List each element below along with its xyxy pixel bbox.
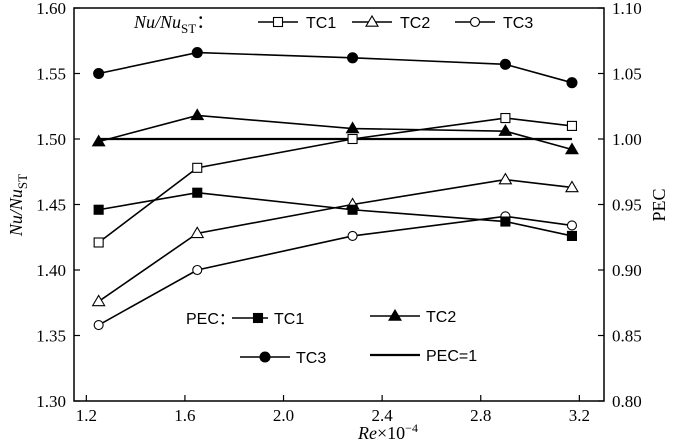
- legend-nu-marker: [469, 16, 481, 28]
- left-axis-label-main: Nu/Nu: [6, 189, 26, 237]
- legend-pec-label: TC2: [426, 309, 456, 326]
- x-tick-label: 2.4: [372, 406, 394, 425]
- nu-tc3-point: [192, 264, 203, 276]
- legend-pec-marker: [252, 312, 264, 324]
- left-tick-label: 1.30: [36, 392, 66, 411]
- right-tick-label: 1.10: [612, 0, 642, 18]
- nu-tc1-point: [192, 162, 203, 173]
- x-tick-label: 2.8: [470, 406, 491, 425]
- nu-tc1-point: [347, 133, 358, 145]
- pec-tc1-point: [500, 216, 511, 227]
- pec-tc3-point: [347, 52, 359, 64]
- pec-tc1-point: [93, 204, 104, 215]
- plot-frame: [73, 7, 605, 402]
- legend-pec-label: TC1: [274, 311, 304, 328]
- left-tick-label: 1.55: [36, 65, 66, 84]
- right-tick-label: 1.05: [612, 65, 642, 84]
- pec-tc1-point: [347, 204, 358, 215]
- pec-tc3-point: [566, 77, 578, 89]
- nu-tc1-point: [566, 120, 578, 131]
- legend-pec-title: PEC：: [186, 311, 235, 328]
- series-group: [91, 46, 579, 331]
- legend-nu-title-sub: ST: [181, 21, 196, 36]
- right-tick-label: 0.95: [612, 196, 642, 215]
- pec-tc2-point: [91, 134, 106, 147]
- left-axis-label-sub: ST: [15, 174, 30, 189]
- left-tick-label: 1.45: [36, 196, 66, 215]
- x-axis-label: Re×10−4: [357, 421, 418, 443]
- right-tick-label: 1.00: [612, 130, 642, 149]
- x-axis-label-rest: ×10: [377, 423, 405, 443]
- left-axis-label: Nu/NuST: [6, 174, 30, 237]
- right-tick-label: 0.80: [612, 392, 642, 411]
- x-axis: 1.2 1.6 2.0 2.4 2.8 3.2: [76, 395, 590, 425]
- nu-tc3-point: [566, 220, 578, 231]
- pec-tc1-point: [566, 230, 578, 241]
- left-tick-label: 1.35: [36, 327, 66, 346]
- legend-nu-title-main: Nu/Nu: [133, 12, 181, 32]
- pec-tc3-point: [499, 58, 511, 70]
- pec-tc2-point: [498, 124, 513, 136]
- right-axis-label: PEC: [649, 188, 669, 221]
- left-axis: 1.30 1.35 1.40 1.45 1.50 1.55 1.60: [36, 0, 80, 411]
- nu-tc2-point: [91, 294, 106, 307]
- left-tick-label: 1.40: [36, 261, 66, 280]
- right-axis: 0.80 0.85 0.90 0.95 1.00 1.05 1.10: [598, 0, 642, 411]
- legend-pec-marker: [259, 351, 271, 363]
- nu-tc2-point: [190, 226, 205, 239]
- legend-nu-marker: [365, 14, 379, 27]
- left-tick-label: 1.60: [36, 0, 66, 18]
- legend-nu-label: TC3: [503, 15, 533, 32]
- legend-nu-label: TC2: [400, 15, 430, 32]
- x-tick-label: 2.0: [273, 406, 294, 425]
- legend-nu-label: TC1: [306, 15, 336, 32]
- pec-tc2-point: [190, 108, 205, 121]
- x-tick-label: 3.2: [569, 406, 590, 425]
- nu-tc2-point: [498, 172, 513, 185]
- nu-tc3-point: [93, 319, 104, 331]
- x-axis-label-italic: Re: [357, 423, 377, 443]
- pec-tc2-point: [345, 121, 360, 134]
- x-tick-label: 1.2: [76, 406, 97, 425]
- legend-nu: Nu/NuST： TC1 TC2 TC3: [133, 12, 533, 36]
- x-axis-label-exp: −4: [405, 421, 418, 435]
- pec-tc1-point: [192, 187, 203, 198]
- legend-nu-title: Nu/NuST：: [133, 12, 214, 36]
- legend-pec-label: PEC=1: [426, 348, 477, 365]
- nu-tc3-line: [98, 215, 573, 326]
- nu-tc3-point: [347, 230, 358, 241]
- right-tick-label: 0.90: [612, 261, 642, 280]
- legend-pec: PEC： TC1 TC2 TC3 PEC=1: [186, 308, 477, 367]
- x-tick-label: 1.6: [174, 406, 195, 425]
- nu-tc1-point: [500, 112, 511, 124]
- nu-tc1-point: [93, 237, 104, 248]
- pec-tc2-point: [564, 142, 579, 155]
- legend-pec-marker: [388, 308, 402, 321]
- nu-tc2-point: [564, 180, 579, 193]
- legend-nu-marker: [272, 16, 284, 28]
- pec-tc3-point: [191, 46, 203, 59]
- right-tick-label: 0.85: [612, 327, 642, 346]
- legend-nu-title-colon: ：: [196, 12, 214, 32]
- pec-tc3-point: [93, 67, 105, 80]
- legend-pec-label: TC3: [296, 350, 326, 367]
- left-tick-label: 1.50: [36, 130, 66, 149]
